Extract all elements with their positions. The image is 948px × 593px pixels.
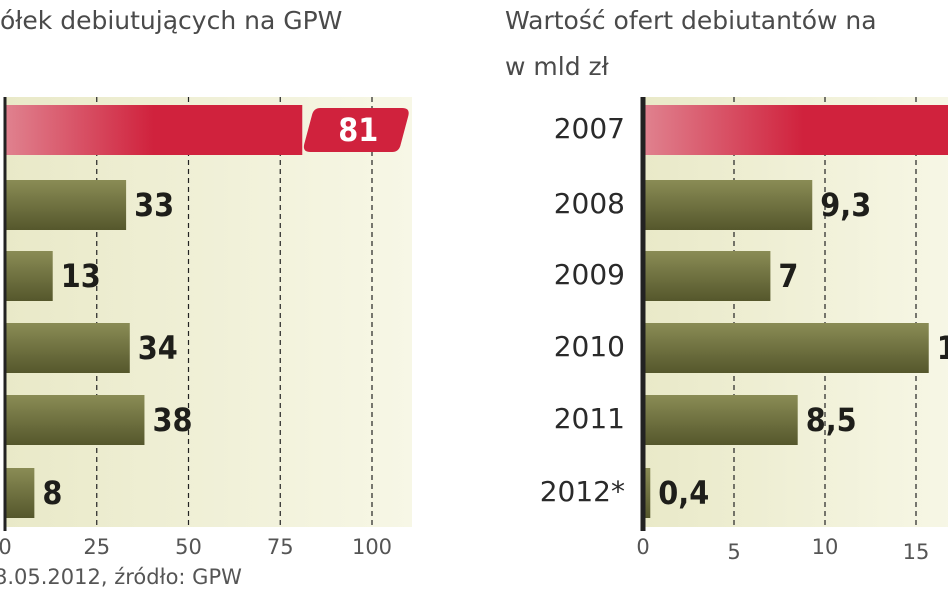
bar — [5, 468, 35, 518]
category-label: 2007 — [554, 112, 625, 145]
category-label: 2010 — [554, 330, 625, 363]
bar — [643, 105, 948, 155]
bar — [5, 323, 130, 373]
bar — [643, 468, 651, 518]
value-label: 13 — [61, 257, 101, 295]
x-tick-label: 75 — [267, 535, 294, 559]
x-tick-label: 0 — [636, 535, 649, 559]
category-label: 2008 — [554, 187, 625, 220]
x-tick-label: 25 — [83, 535, 110, 559]
x-tick-label: 10 — [812, 535, 839, 559]
category-label: 2012* — [540, 475, 625, 508]
value-label: 81 — [338, 111, 378, 149]
chart-title: Wartość ofert debiutantów na — [505, 6, 877, 35]
chart-title: ółek debiutujących na GPW — [0, 6, 342, 35]
value-label: 7 — [778, 257, 798, 295]
bar — [5, 105, 303, 155]
x-tick-label: 5 — [727, 540, 740, 564]
plot-background — [643, 97, 948, 527]
value-label: 8,5 — [806, 401, 857, 439]
x-tick-label: 100 — [352, 535, 392, 559]
bar — [643, 395, 798, 445]
bar — [5, 180, 127, 230]
chart-subtitle: w mld zł — [505, 52, 610, 81]
value-tag — [303, 108, 409, 152]
category-label: 2009 — [554, 258, 625, 291]
value-label: 34 — [138, 329, 178, 367]
bar — [5, 251, 53, 301]
plot-background — [5, 97, 412, 527]
value-label: 33 — [134, 186, 174, 224]
value-label: 15,7 — [937, 329, 948, 367]
x-tick-label: 15 — [903, 540, 930, 564]
x-tick-label: 0 — [0, 535, 12, 559]
category-label: 2011 — [554, 402, 625, 435]
value-label: 0,4 — [658, 474, 709, 512]
value-label: 8 — [42, 474, 62, 512]
value-label: 9,3 — [820, 186, 871, 224]
bar — [5, 395, 145, 445]
value-label: 38 — [152, 401, 192, 439]
bar — [643, 251, 771, 301]
bar — [643, 180, 813, 230]
source-note: 8.05.2012, źródło: GPW — [0, 565, 242, 589]
x-tick-label: 50 — [175, 535, 202, 559]
bar — [643, 323, 929, 373]
